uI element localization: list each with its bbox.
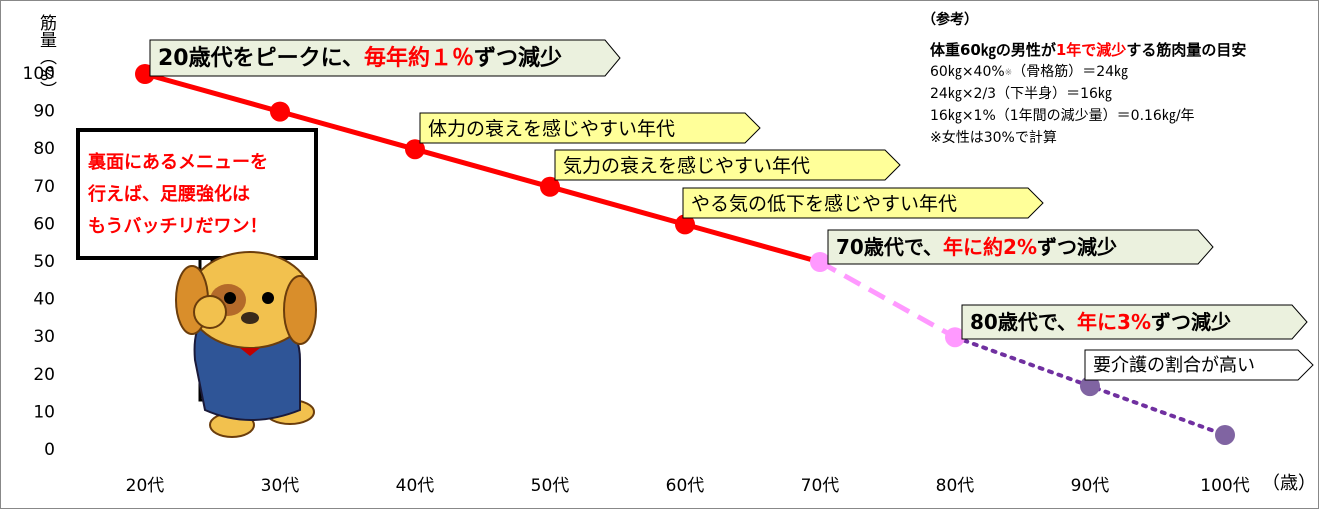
point (1215, 424, 1235, 445)
reference-part: ※ (1005, 68, 1013, 78)
y-axis-label: 筋量（%） (36, 14, 57, 98)
reference-line: 16㎏×1%（1年間の減少量）＝0.16㎏/年 (930, 107, 1195, 124)
x-tick-label: 50代 (531, 476, 570, 496)
reference-line: 体重60㎏の男性が1年で減少する筋肉量の目安 (930, 41, 1246, 60)
reference-part: （骨格筋）＝24㎏ (1012, 63, 1128, 80)
x-tick-label: 40代 (396, 476, 435, 496)
annotation-part: 70歳代で、 (836, 235, 943, 259)
reference-line: 60㎏×40%※（骨格筋）＝24㎏ (930, 63, 1128, 80)
point (270, 101, 290, 122)
annotation-box (682, 187, 1044, 219)
annotation-box (149, 39, 621, 77)
y-tick-label: 0 (44, 440, 55, 460)
y-tick-label: 90 (33, 102, 55, 122)
annotation-box (419, 112, 761, 144)
annotation: 要介護の割合が高い (1093, 355, 1255, 376)
reference-line: 24㎏×2/3（下半身）＝16㎏ (930, 86, 1112, 102)
line (818, 259, 957, 340)
annotation-box (961, 304, 1308, 340)
x-axis-label: （歳） (1262, 473, 1316, 494)
annotation-part: 気力の衰えを感じやすい年代 (563, 155, 810, 177)
annotation: 気力の衰えを感じやすい年代 (563, 155, 810, 177)
y-tick-label: 70 (33, 177, 55, 197)
line (144, 71, 821, 265)
annotation-part: ずつ減少 (474, 46, 562, 71)
x-tick-label: 60代 (666, 476, 705, 496)
annotation-part: ずつ減少 (1037, 235, 1117, 259)
sign-text: 行えば、足腰強化は (87, 183, 250, 205)
point (675, 214, 695, 235)
point (945, 327, 965, 348)
annotation: 体力の衰えを感じやすい年代 (428, 118, 675, 140)
x-tick-label: 80代 (936, 476, 975, 496)
annotation: 20歳代をピークに、毎年約１％ずつ減少 (158, 45, 562, 71)
reference-note: （参考） 体重60㎏の男性が1年で減少する筋肉量の目安 60㎏×40%※（骨格筋）＝… (922, 11, 1246, 146)
reference-part: 24㎏×2/3（下半身）＝16㎏ (930, 86, 1112, 102)
y-tick-label: 80 (33, 139, 55, 159)
x-tick-label: 20代 (126, 476, 165, 496)
annotation-part: 毎年約１％ (364, 45, 474, 71)
point (540, 176, 560, 197)
point (405, 139, 425, 160)
annotation-part: 20歳代をピークに、 (158, 46, 364, 71)
y-tick-label: 30 (33, 327, 55, 347)
annotation: やる気の低下を感じやすい年代 (691, 193, 957, 215)
annotation-part: 80歳代で、 (970, 310, 1077, 334)
sign-text: もうバッチリだワン！ (88, 216, 267, 237)
y-tick-label: 100 (23, 64, 55, 84)
x-tick-label: 100代 (1200, 476, 1249, 496)
annotation: 80歳代で、年に3%ずつ減少 (970, 310, 1231, 334)
annotation-box (554, 149, 901, 181)
annotation-part: 年に3% (1077, 310, 1151, 334)
y-tick-label: 40 (33, 290, 55, 310)
reference-part: ※女性は30%で計算 (930, 129, 1057, 146)
point (1080, 376, 1100, 397)
annotation-box (827, 229, 1214, 265)
annotation-part: 体力の衰えを感じやすい年代 (428, 118, 675, 140)
annotation: 70歳代で、年に約2%ずつ減少 (836, 235, 1117, 259)
annotation-part: 要介護の割合が高い (1093, 355, 1255, 376)
y-tick-label: 20 (33, 365, 55, 385)
x-tick-label: 30代 (261, 476, 300, 496)
reference-part: 体重60㎏の男性が (930, 41, 1057, 60)
y-tick-label: 50 (33, 252, 55, 272)
dog-mascot (175, 251, 317, 438)
x-tick-label: 90代 (1071, 476, 1110, 496)
point (810, 252, 830, 272)
reference-part: 16㎏×1%（1年間の減少量）＝0.16㎏/年 (930, 107, 1195, 124)
annotation-part: 年に約2% (943, 235, 1037, 259)
reference-line: ※女性は30%で計算 (930, 129, 1057, 146)
reference-part: する筋肉量の目安 (1126, 41, 1246, 59)
reference-part: 1年で減少 (1056, 41, 1126, 59)
y-tick-label: 10 (33, 402, 55, 422)
x-tick-label: 70代 (801, 476, 840, 496)
sign-text: 裏面にあるメニューを (87, 151, 268, 173)
reference-part: 60㎏×40% (930, 64, 1005, 80)
y-tick-label: 60 (33, 214, 55, 234)
reference-title: （参考） (922, 11, 978, 28)
annotation-part: ずつ減少 (1151, 310, 1231, 334)
annotation-part: やる気の低下を感じやすい年代 (691, 193, 957, 215)
annotation-box (1084, 349, 1314, 381)
